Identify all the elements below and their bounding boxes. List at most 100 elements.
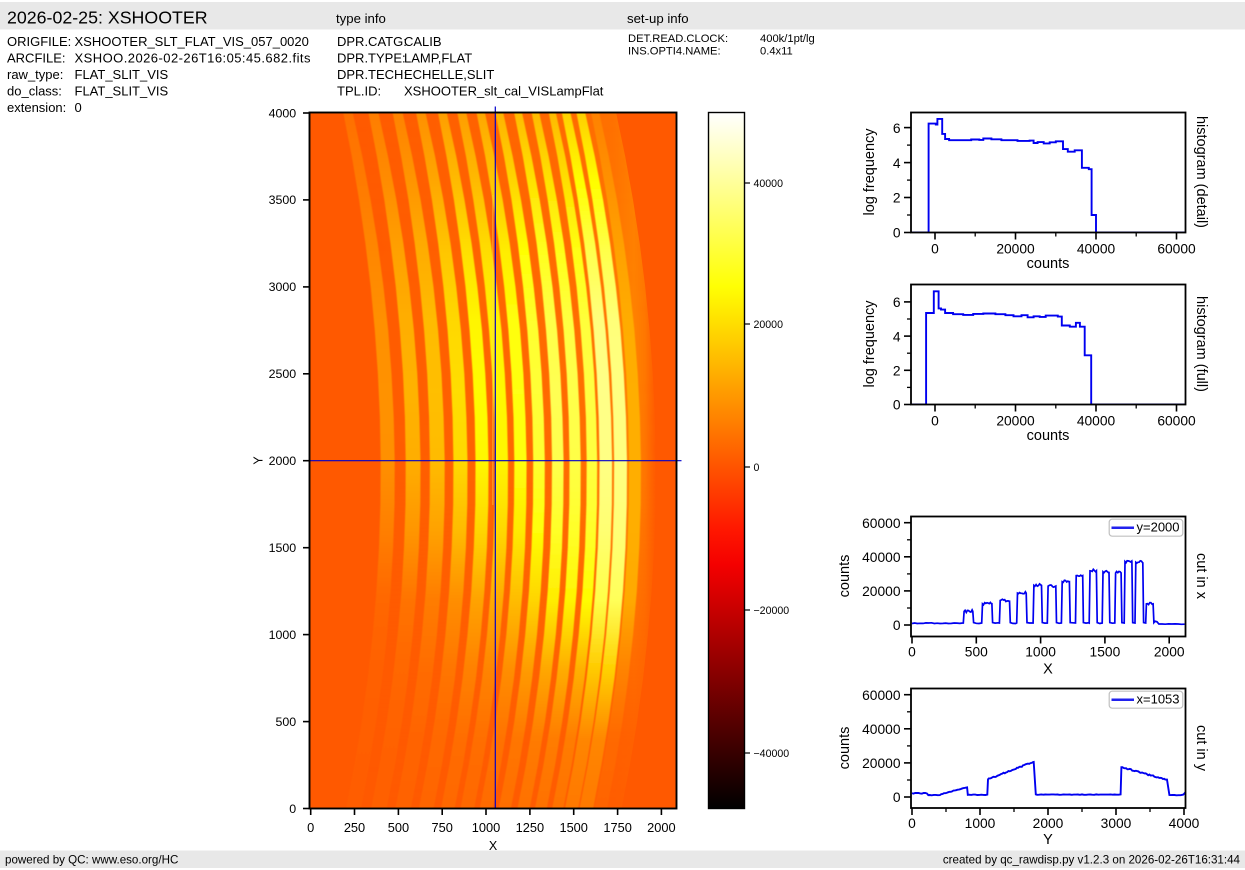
svg-text:4000: 4000	[269, 106, 297, 120]
svg-text:DPR.TECH:: DPR.TECH:	[337, 67, 407, 82]
svg-text:2000: 2000	[647, 820, 675, 835]
svg-text:XSHOOTER_slt_cal_VISLampFlat: XSHOOTER_slt_cal_VISLampFlat	[404, 84, 604, 99]
svg-text:set-up info: set-up info	[627, 11, 689, 26]
svg-text:x=1053: x=1053	[1137, 692, 1180, 707]
svg-text:created by qc_rawdisp.py v1.2.: created by qc_rawdisp.py v1.2.3 on 2026-…	[943, 854, 1241, 867]
svg-text:raw_type:: raw_type:	[7, 67, 63, 82]
svg-text:3500: 3500	[269, 193, 297, 207]
svg-text:0: 0	[931, 414, 939, 429]
svg-text:2: 2	[893, 364, 901, 379]
svg-text:histogram (detail): histogram (detail)	[1193, 116, 1209, 228]
svg-text:counts: counts	[837, 555, 853, 598]
svg-text:20000: 20000	[996, 414, 1035, 429]
svg-text:20000: 20000	[996, 242, 1035, 257]
svg-text:histogram (full): histogram (full)	[1193, 296, 1209, 392]
svg-text:0: 0	[893, 618, 901, 633]
svg-text:cut in x: cut in x	[1193, 553, 1209, 600]
svg-text:2000: 2000	[269, 454, 297, 468]
svg-text:extension:: extension:	[7, 100, 66, 115]
svg-text:250: 250	[344, 820, 365, 835]
svg-text:20000: 20000	[862, 756, 901, 771]
svg-text:0: 0	[908, 816, 916, 831]
svg-text:6: 6	[893, 121, 901, 136]
svg-text:3000: 3000	[1101, 816, 1132, 831]
svg-text:0: 0	[289, 802, 296, 816]
svg-text:40000: 40000	[1077, 414, 1116, 429]
svg-text:XSHOOTER_SLT_FLAT_VIS_057_0020: XSHOOTER_SLT_FLAT_VIS_057_0020	[75, 34, 309, 49]
svg-text:2: 2	[893, 191, 901, 206]
svg-text:−40000: −40000	[754, 748, 790, 760]
svg-text:4000: 4000	[1169, 816, 1200, 831]
svg-text:CALIB: CALIB	[404, 34, 442, 49]
svg-text:4: 4	[893, 329, 901, 344]
svg-text:INS.OPTI4.NAME:: INS.OPTI4.NAME:	[628, 46, 721, 58]
svg-text:6: 6	[893, 295, 901, 310]
svg-text:0: 0	[893, 226, 901, 241]
svg-text:1500: 1500	[559, 820, 587, 835]
svg-text:500: 500	[965, 644, 988, 659]
svg-text:0.4x11: 0.4x11	[760, 46, 793, 58]
svg-text:60000: 60000	[862, 688, 901, 703]
svg-text:−20000: −20000	[754, 605, 790, 617]
svg-text:60000: 60000	[1157, 242, 1196, 257]
svg-text:40000: 40000	[754, 178, 784, 190]
svg-text:do_class:: do_class:	[7, 84, 62, 99]
svg-text:log frequency: log frequency	[862, 300, 878, 388]
svg-text:1000: 1000	[1025, 644, 1056, 659]
svg-text:y=2000: y=2000	[1137, 520, 1180, 535]
svg-text:cut in y: cut in y	[1193, 725, 1209, 772]
svg-text:3000: 3000	[269, 280, 297, 294]
svg-text:750: 750	[432, 820, 453, 835]
svg-text:500: 500	[276, 715, 297, 729]
svg-text:DPR.TYPE:: DPR.TYPE:	[337, 51, 406, 66]
svg-text:0: 0	[931, 242, 939, 257]
svg-text:ARCFILE:: ARCFILE:	[7, 51, 66, 66]
svg-text:20000: 20000	[754, 319, 784, 331]
svg-text:FLAT_SLIT_VIS: FLAT_SLIT_VIS	[75, 84, 169, 99]
svg-text:40000: 40000	[862, 550, 901, 565]
svg-text:4: 4	[893, 156, 901, 171]
svg-text:X: X	[1043, 662, 1053, 678]
svg-text:500: 500	[388, 820, 409, 835]
svg-text:log frequency: log frequency	[862, 128, 878, 216]
svg-text:60000: 60000	[862, 516, 901, 531]
svg-text:1500: 1500	[1090, 644, 1121, 659]
svg-text:1000: 1000	[472, 820, 500, 835]
svg-text:counts: counts	[1027, 428, 1070, 444]
svg-text:counts: counts	[1027, 256, 1070, 272]
svg-text:0: 0	[754, 462, 760, 474]
svg-text:2500: 2500	[269, 367, 297, 381]
svg-text:0: 0	[893, 790, 901, 805]
svg-text:ORIGFILE:: ORIGFILE:	[7, 34, 71, 49]
svg-text:40000: 40000	[862, 722, 901, 737]
svg-text:Y: Y	[1043, 832, 1053, 848]
svg-text:400k/1pt/lg: 400k/1pt/lg	[760, 33, 815, 45]
svg-text:FLAT_SLIT_VIS: FLAT_SLIT_VIS	[75, 67, 169, 82]
svg-text:1500: 1500	[269, 541, 297, 555]
svg-text:Y: Y	[252, 456, 266, 465]
svg-text:0: 0	[908, 644, 916, 659]
svg-text:2000: 2000	[1033, 816, 1064, 831]
svg-text:0: 0	[893, 398, 901, 413]
svg-text:40000: 40000	[1077, 242, 1116, 257]
svg-text:60000: 60000	[1157, 414, 1196, 429]
svg-text:X: X	[489, 839, 498, 853]
svg-text:DET.READ.CLOCK:: DET.READ.CLOCK:	[628, 33, 728, 45]
svg-text:XSHOO.2026-02-26T16:05:45.682.: XSHOO.2026-02-26T16:05:45.682.fits	[75, 51, 311, 66]
svg-text:LAMP,FLAT: LAMP,FLAT	[404, 51, 472, 66]
svg-text:0: 0	[307, 820, 314, 835]
svg-text:2000: 2000	[1154, 644, 1185, 659]
svg-text:20000: 20000	[862, 584, 901, 599]
svg-text:DPR.CATG:: DPR.CATG:	[337, 34, 407, 49]
svg-text:counts: counts	[837, 727, 853, 770]
svg-text:1000: 1000	[965, 816, 996, 831]
svg-text:1000: 1000	[269, 628, 297, 642]
svg-text:powered by QC: www.eso.org/HC: powered by QC: www.eso.org/HC	[5, 854, 178, 867]
svg-text:1250: 1250	[516, 820, 544, 835]
svg-text:0: 0	[75, 100, 82, 115]
svg-text:TPL.ID:: TPL.ID:	[337, 84, 381, 99]
svg-text:2026-02-25: XSHOOTER: 2026-02-25: XSHOOTER	[7, 8, 208, 28]
svg-text:ECHELLE,SLIT: ECHELLE,SLIT	[404, 67, 494, 82]
svg-text:type info: type info	[336, 11, 386, 26]
svg-text:1750: 1750	[603, 820, 631, 835]
